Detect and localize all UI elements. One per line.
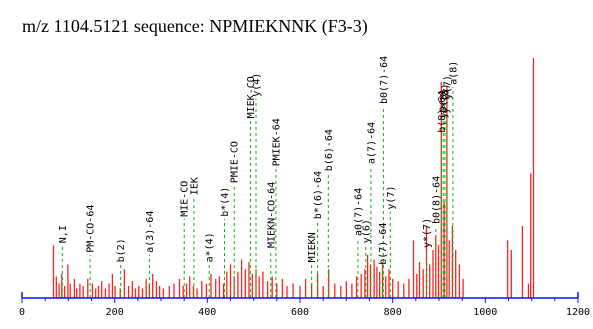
annotation-label: y(7) bbox=[386, 186, 397, 210]
annotation-label: b(6)-64 bbox=[324, 129, 335, 171]
annotation-lines-layer bbox=[61, 86, 454, 298]
annotation-label: a0(7)-64 bbox=[353, 188, 364, 236]
x-tick-label: 800 bbox=[384, 307, 402, 318]
annotation-label: MIEKN-CO-64 bbox=[266, 182, 277, 248]
annotation-label: b(8)-64 bbox=[437, 91, 448, 133]
annotation-label: PMIEK-64 bbox=[271, 118, 282, 166]
annotation-label: N,I bbox=[58, 225, 69, 243]
x-tick-label: 1000 bbox=[473, 307, 497, 318]
annotation-label: b(2) bbox=[116, 238, 127, 262]
x-tick-label: 0 bbox=[19, 307, 25, 318]
annotation-label: y*(8) bbox=[441, 83, 452, 113]
annotation-label: MIEK-CO bbox=[246, 76, 257, 118]
annotation-label: y(6) bbox=[361, 219, 372, 243]
x-tick-label: 600 bbox=[291, 307, 309, 318]
x-axis: 0 200 400 600 800 1000 1200 bbox=[19, 292, 590, 318]
annotation-label: a(7)-64 bbox=[366, 122, 377, 164]
annotation-label: y*(7) bbox=[422, 218, 433, 248]
annotation-label: a(8) bbox=[448, 61, 459, 85]
annotation-label: b0(7)-64 bbox=[379, 56, 390, 104]
annotation-label: y(4) bbox=[252, 73, 263, 97]
annotation-label: y0(8) bbox=[439, 88, 450, 118]
annotation-label: MIEKN bbox=[307, 232, 318, 262]
annotation-label: PM-CO-64 bbox=[86, 205, 97, 253]
x-tick-label: 400 bbox=[198, 307, 216, 318]
annotation-label: PMIE-CO bbox=[230, 141, 241, 183]
annotation-label: IEK bbox=[189, 177, 200, 195]
annotation-label: MIE-CO bbox=[180, 181, 191, 217]
peaks-layer bbox=[52, 58, 535, 298]
chart-title: m/z 1104.5121 sequence: NPMIEKNNK (F3-3) bbox=[22, 16, 368, 37]
annotation-label: a(3)-64 bbox=[145, 211, 156, 253]
annotation-label: b*(6)-64 bbox=[313, 171, 324, 219]
annotation-label: b(7)-64 bbox=[378, 223, 389, 265]
annotation-label: b0(8)-64 bbox=[431, 176, 442, 224]
annotation-label: y(7) bbox=[442, 75, 453, 99]
x-tick-label: 1200 bbox=[566, 307, 590, 318]
x-tick-label: 200 bbox=[106, 307, 124, 318]
annotation-label: b*(4) bbox=[220, 187, 231, 217]
annotation-label: a*(4) bbox=[205, 232, 216, 262]
